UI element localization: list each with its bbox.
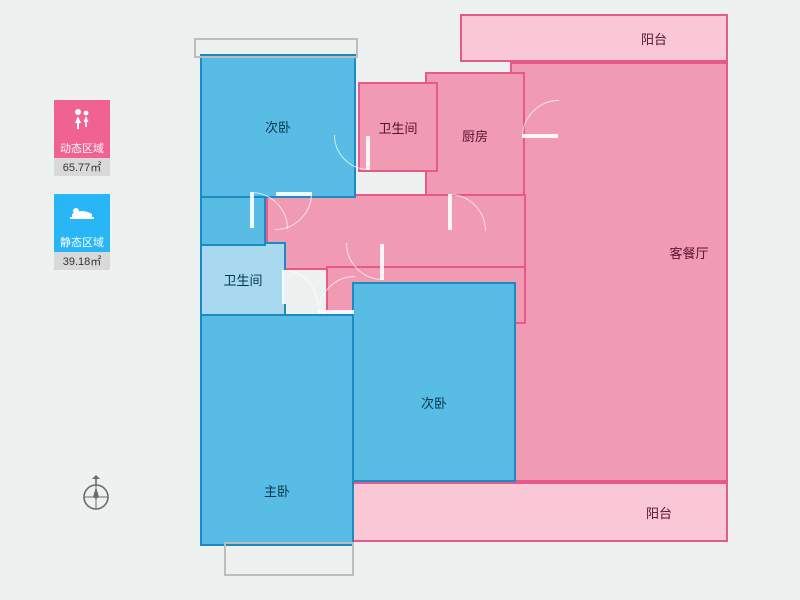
door-swing <box>318 278 354 314</box>
legend-static-value: 39.18㎡ <box>54 252 110 270</box>
bed-icon <box>54 194 110 232</box>
door-swing <box>348 244 384 280</box>
legend: 动态区域 65.77㎡ 静态区域 39.18㎡ <box>54 100 118 288</box>
room-label: 阳台 <box>641 29 667 48</box>
legend-dynamic: 动态区域 65.77㎡ <box>54 100 118 176</box>
room-label: 卫生间 <box>223 270 262 289</box>
room-master: 主卧 <box>200 314 354 546</box>
legend-dynamic-value: 65.77㎡ <box>54 158 110 176</box>
door-swing <box>522 102 558 138</box>
room-balcony_top: 阳台 <box>460 14 728 62</box>
room-label: 卫生间 <box>378 118 417 137</box>
door-swing <box>282 270 316 304</box>
room-label: 次卧 <box>421 393 447 412</box>
door-swing <box>448 194 484 230</box>
room-bed_top: 次卧 <box>200 54 356 198</box>
room-label: 客餐厅 <box>669 243 708 262</box>
floorplan: 阳台客餐厅厨房卫生间阳台次卧卫生间主卧次卧 <box>200 14 746 586</box>
room-bath_top: 卫生间 <box>358 82 438 172</box>
room-bed_mid: 次卧 <box>352 282 516 482</box>
room-balcony_bot: 阳台 <box>350 482 728 542</box>
room-balcony_bleft <box>224 542 354 576</box>
legend-dynamic-label: 动态区域 <box>54 138 110 158</box>
legend-static: 静态区域 39.18㎡ <box>54 194 118 270</box>
room-balcony_left <box>194 38 358 58</box>
people-icon <box>54 100 110 138</box>
room-label: 阳台 <box>646 503 672 522</box>
door-swing <box>336 136 370 170</box>
room-label: 厨房 <box>462 126 488 145</box>
room-bath_left: 卫生间 <box>200 242 286 316</box>
room-label: 次卧 <box>265 117 291 136</box>
legend-static-label: 静态区域 <box>54 232 110 252</box>
compass-icon <box>80 475 112 513</box>
door-swing <box>276 192 312 228</box>
room-kitchen: 厨房 <box>425 72 525 198</box>
room-label: 主卧 <box>264 481 290 500</box>
